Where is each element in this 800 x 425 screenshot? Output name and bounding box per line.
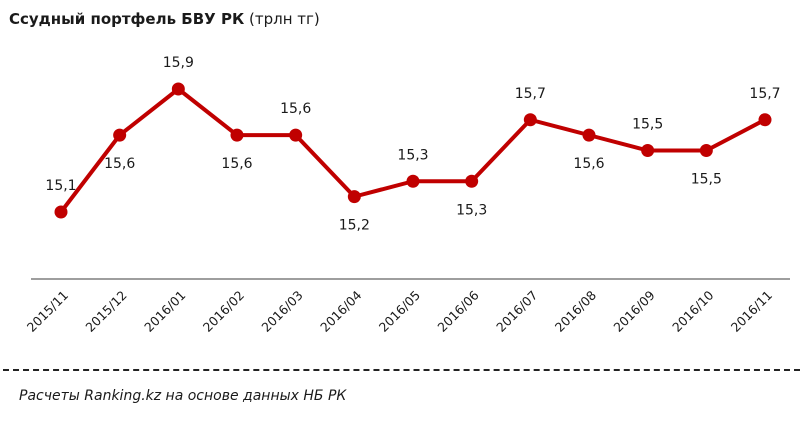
- data-point-marker: [699, 144, 713, 157]
- data-label: 15,7: [749, 86, 780, 102]
- series-markers: [54, 82, 772, 219]
- data-label: 15,3: [397, 147, 428, 163]
- data-point-marker: [289, 128, 303, 142]
- data-label: 15,6: [221, 156, 252, 172]
- data-point-marker: [641, 144, 655, 157]
- x-axis-tick-label: 2016/10: [669, 287, 716, 334]
- chart-title-unit: (трлн тг): [249, 10, 320, 28]
- x-axis-tick-label: 2016/01: [141, 288, 188, 335]
- x-axis-tick-label: 2016/05: [376, 288, 423, 335]
- data-label: 15,5: [691, 172, 722, 188]
- x-axis-tick-label: 2016/04: [317, 287, 364, 334]
- data-point-marker: [406, 174, 420, 188]
- data-label: 15,2: [339, 218, 370, 234]
- x-axis-tick-label: 2016/06: [434, 287, 481, 334]
- data-label: 15,6: [573, 156, 604, 172]
- source-note: Расчеты Ranking.kz на основе данных НБ Р…: [19, 388, 347, 404]
- data-point-marker: [171, 82, 185, 96]
- data-label: 15,5: [632, 117, 663, 133]
- data-label: 15,3: [456, 202, 487, 218]
- x-axis-tick-label: 2016/11: [728, 288, 775, 335]
- dashed-divider: [3, 369, 800, 371]
- data-point-marker: [230, 128, 244, 142]
- data-label: 15,6: [104, 156, 135, 172]
- data-labels: 15,1 15,6 15,9 15,6 15,6 15,2 15,3 15,3 15,7 15,6…: [45, 55, 780, 234]
- data-point-marker: [758, 113, 772, 127]
- data-label: 15,7: [515, 86, 546, 102]
- x-axis-tick-label: 2016/07: [493, 288, 540, 335]
- data-point-marker: [113, 128, 127, 142]
- line-chart: 15,1 15,6 15,9 15,6 15,6 15,2 15,3 15,3 15,7 15,6…: [24, 55, 790, 335]
- data-label: 15,1: [45, 178, 76, 194]
- data-label: 15,9: [163, 55, 194, 71]
- data-point-marker: [523, 113, 537, 127]
- x-axis-tick-label: 2016/09: [610, 287, 657, 334]
- data-point-marker: [54, 205, 68, 219]
- data-point-marker: [347, 190, 361, 204]
- x-axis-tick-label: 2016/02: [200, 288, 247, 335]
- x-axis-tick-label: 2016/08: [552, 287, 599, 334]
- x-axis-tick-labels: 2015/11 2015/12 2016/01 2016/02 2016/03 2016/…: [24, 287, 775, 334]
- x-axis-tick-label: 2016/03: [258, 288, 305, 335]
- data-point-marker: [465, 174, 479, 188]
- chart-title: Ссудный портфель БВУ РК (трлн тг): [9, 10, 320, 28]
- data-label: 15,6: [280, 101, 311, 117]
- x-axis-tick-label: 2015/12: [82, 288, 129, 335]
- chart-title-main: Ссудный портфель БВУ РК: [9, 10, 245, 28]
- data-point-marker: [582, 128, 596, 142]
- x-axis-tick-label: 2015/11: [24, 288, 71, 335]
